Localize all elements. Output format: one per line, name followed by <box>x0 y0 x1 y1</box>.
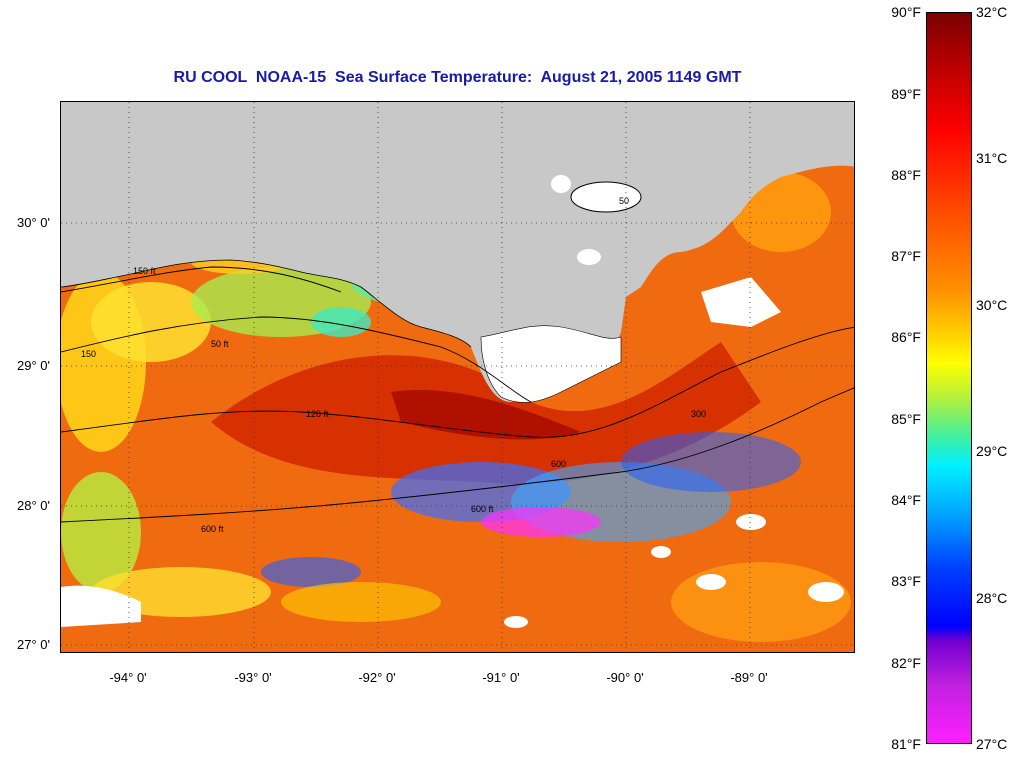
coastline <box>61 259 472 348</box>
temperature-colorbar <box>926 12 972 744</box>
map-title: RU COOL NOAA-15 Sea Surface Temperature:… <box>173 69 742 86</box>
contour-label: 150 <box>81 349 96 359</box>
colorbar-f-label: 88°F <box>891 167 921 183</box>
cloud-patches <box>61 277 844 628</box>
lat-label-30: 30° 0' <box>17 215 50 230</box>
cool-patches <box>61 172 851 642</box>
land-mass <box>61 102 854 402</box>
lon-label-94: -94° 0' <box>109 670 147 685</box>
colorbar-f-label: 83°F <box>891 573 921 589</box>
lake-pontchartrain <box>570 181 642 213</box>
colorbar-c-label: 30°C <box>976 297 1008 313</box>
colorbar-c-label: 32°C <box>976 4 1008 20</box>
contour-label: 600 <box>551 459 566 469</box>
lon-label-91: -91° 0' <box>482 670 520 685</box>
contour-label: 300 <box>691 409 706 419</box>
graticule <box>61 102 854 652</box>
contour-labels: 50 150 ft 50 ft 150 120 ft 600 ft 600 ft… <box>81 196 706 534</box>
colorbar-f-label: 90°F <box>891 4 921 20</box>
lon-label-90: -90° 0' <box>606 670 644 685</box>
contour-label: 600 ft <box>201 524 224 534</box>
colorbar-f-label: 86°F <box>891 329 921 345</box>
contour-label: 50 ft <box>211 339 229 349</box>
depth-contours <box>61 266 854 523</box>
contour-label: 50 <box>619 196 629 206</box>
colorbar-f-label: 85°F <box>891 411 921 427</box>
lat-label-29: 29° 0' <box>17 358 50 373</box>
colorbar-c-label: 31°C <box>976 150 1008 166</box>
colorbar-f-label: 81°F <box>891 736 921 752</box>
colorbar-f-label: 87°F <box>891 248 921 264</box>
land-cloud <box>551 175 571 193</box>
contour-label: 120 ft <box>306 409 329 419</box>
sst-map-canvas: 50 150 ft 50 ft 150 120 ft 600 ft 600 ft… <box>61 102 854 652</box>
colorbar-c-label: 27°C <box>976 736 1008 752</box>
delta-wetland <box>480 325 622 403</box>
lon-label-93: -93° 0' <box>234 670 272 685</box>
lon-label-92: -92° 0' <box>358 670 396 685</box>
lat-label-28: 28° 0' <box>17 498 50 513</box>
land-cloud-2 <box>577 249 601 265</box>
colorbar-c-label: 29°C <box>976 443 1008 459</box>
colorbar-c-label: 28°C <box>976 590 1008 606</box>
lat-label-27: 27° 0' <box>17 637 50 652</box>
contour-label: 600 ft <box>471 504 494 514</box>
colorbar-f-label: 89°F <box>891 86 921 102</box>
lon-label-89: -89° 0' <box>730 670 768 685</box>
colorbar-f-label: 84°F <box>891 492 921 508</box>
sst-map[interactable]: 50 150 ft 50 ft 150 120 ft 600 ft 600 ft… <box>60 101 855 653</box>
colorbar-f-label: 82°F <box>891 655 921 671</box>
contour-label: 150 ft <box>133 266 156 276</box>
